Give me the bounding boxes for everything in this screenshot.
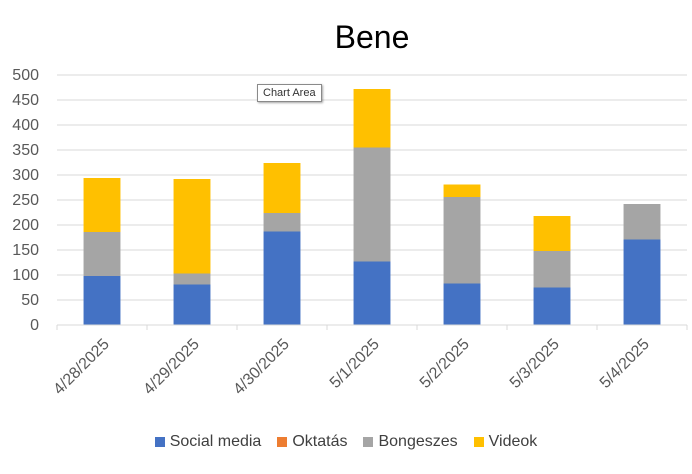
- bar-videok[interactable]: [353, 89, 391, 148]
- bar-bongeszes[interactable]: [263, 213, 301, 232]
- bar-videok[interactable]: [83, 178, 121, 232]
- legend-swatch: [363, 437, 374, 447]
- bar-social-media[interactable]: [623, 239, 661, 326]
- y-tick-label: 200: [12, 217, 39, 234]
- bar-social-media[interactable]: [263, 231, 301, 326]
- x-tick-label: 4/29/2025: [140, 336, 202, 398]
- x-tick-label: 5/1/2025: [327, 336, 383, 392]
- bars: [83, 89, 661, 326]
- bar-social-media[interactable]: [173, 284, 211, 326]
- legend-label: Social media: [169, 433, 262, 450]
- chart-area-tooltip: Chart Area: [257, 84, 322, 102]
- y-tick-label: 450: [12, 92, 39, 109]
- x-tick-label: 5/2/2025: [417, 336, 473, 392]
- bar-social-media[interactable]: [443, 283, 481, 326]
- y-axis-tick-labels: 0 50 100 150 200 250 300 350 400 450 500: [12, 67, 39, 334]
- x-tick-label: 5/4/2025: [597, 336, 653, 392]
- y-tick-label: 350: [12, 142, 39, 159]
- y-tick-label: 300: [12, 167, 39, 184]
- bar-videok[interactable]: [533, 216, 571, 251]
- legend-label: Videok: [488, 433, 538, 450]
- chart-title: Bene: [335, 19, 410, 55]
- y-tick-label: 100: [12, 267, 39, 284]
- x-tick-label: 4/30/2025: [230, 336, 292, 398]
- legend-swatch: [473, 437, 484, 447]
- bar-videok[interactable]: [173, 179, 211, 274]
- legend-swatch: [154, 437, 165, 447]
- legend: Social media Oktatás Bongeszes Videok: [0, 433, 692, 451]
- y-tick-label: 50: [21, 292, 39, 309]
- y-tick-label: 150: [12, 242, 39, 259]
- y-tick-label: 400: [12, 117, 39, 134]
- bar-bongeszes[interactable]: [353, 147, 391, 262]
- legend-item[interactable]: Bongeszes: [363, 433, 458, 451]
- legend-item[interactable]: Social media: [154, 433, 262, 451]
- x-tick-label: 4/28/2025: [50, 336, 112, 398]
- bar-bongeszes[interactable]: [173, 273, 211, 285]
- bar-bongeszes[interactable]: [533, 251, 571, 288]
- bar-social-media[interactable]: [533, 287, 571, 326]
- legend-swatch: [277, 437, 288, 447]
- legend-label: Bongeszes: [378, 433, 458, 450]
- bar-videok[interactable]: [263, 163, 301, 213]
- bar-bongeszes[interactable]: [443, 197, 481, 284]
- y-tick-label: 250: [12, 192, 39, 209]
- y-tick-label: 0: [30, 317, 39, 334]
- bar-bongeszes[interactable]: [83, 232, 121, 276]
- x-axis: [56, 324, 688, 330]
- y-tick-label: 500: [12, 67, 39, 84]
- legend-item[interactable]: Oktatás: [277, 433, 347, 451]
- bar-social-media[interactable]: [353, 261, 391, 326]
- x-tick-label: 5/3/2025: [507, 336, 563, 392]
- bar-social-media[interactable]: [83, 276, 121, 325]
- bar-bongeszes[interactable]: [623, 204, 661, 240]
- x-axis-tick-labels: 4/28/2025 4/29/2025 4/30/2025 5/1/2025 5/2/2…: [50, 336, 652, 398]
- legend-item[interactable]: Videok: [473, 433, 538, 451]
- bar-videok[interactable]: [443, 184, 481, 198]
- legend-label: Oktatás: [292, 433, 348, 450]
